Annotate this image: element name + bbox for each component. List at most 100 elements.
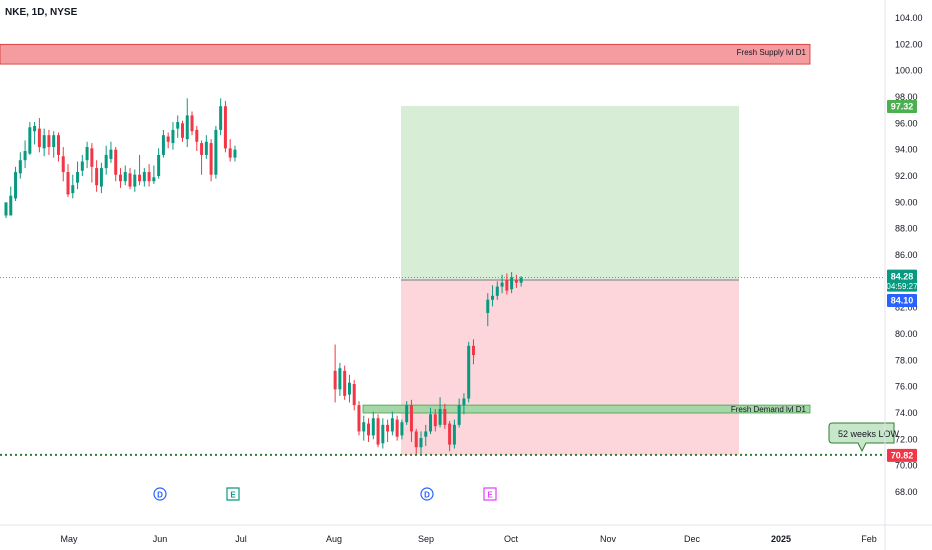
candle[interactable] bbox=[419, 431, 423, 454]
candle[interactable] bbox=[381, 418, 385, 449]
candle[interactable] bbox=[61, 147, 65, 182]
candle[interactable] bbox=[371, 411, 375, 440]
candle[interactable] bbox=[85, 141, 89, 169]
candle-body bbox=[33, 125, 37, 132]
candle[interactable] bbox=[333, 344, 337, 403]
supply-zone[interactable] bbox=[0, 43, 811, 65]
candle[interactable] bbox=[109, 141, 113, 163]
price-axis-tick: 80.00 bbox=[895, 329, 918, 339]
dividend-marker-icon[interactable]: D bbox=[153, 487, 167, 501]
candle[interactable] bbox=[347, 374, 351, 403]
candle[interactable] bbox=[452, 419, 456, 449]
candle[interactable] bbox=[142, 168, 146, 187]
candle[interactable] bbox=[209, 139, 213, 182]
candle[interactable] bbox=[33, 122, 37, 145]
candle[interactable] bbox=[386, 419, 390, 442]
candle[interactable] bbox=[4, 202, 8, 219]
profit-target-zone[interactable] bbox=[401, 105, 739, 281]
candle[interactable] bbox=[147, 164, 151, 187]
dividend-marker-icon[interactable]: D bbox=[420, 487, 434, 501]
candle[interactable] bbox=[133, 169, 137, 192]
low-52w-callout[interactable]: 52 weeks LOW bbox=[828, 422, 900, 453]
candle[interactable] bbox=[52, 131, 56, 158]
candle[interactable] bbox=[443, 403, 447, 429]
candle[interactable] bbox=[414, 428, 418, 454]
candle[interactable] bbox=[491, 285, 495, 307]
candle[interactable] bbox=[176, 115, 180, 138]
demand-zone[interactable] bbox=[362, 404, 811, 414]
candle[interactable] bbox=[123, 165, 127, 186]
candle[interactable] bbox=[37, 118, 41, 153]
candle[interactable] bbox=[118, 168, 122, 188]
candle[interactable] bbox=[233, 145, 237, 162]
candle[interactable] bbox=[405, 401, 409, 425]
candle[interactable] bbox=[180, 120, 184, 142]
candle[interactable] bbox=[185, 98, 189, 148]
candle[interactable] bbox=[18, 152, 22, 179]
candle[interactable] bbox=[400, 419, 404, 440]
candle[interactable] bbox=[352, 380, 356, 411]
candle[interactable] bbox=[505, 273, 509, 295]
candle[interactable] bbox=[66, 164, 70, 198]
candle[interactable] bbox=[95, 160, 99, 192]
candle[interactable] bbox=[510, 272, 514, 294]
candle[interactable] bbox=[228, 139, 232, 162]
candle[interactable] bbox=[9, 186, 13, 216]
candle[interactable] bbox=[190, 111, 194, 136]
candle[interactable] bbox=[409, 399, 413, 442]
stop-loss-zone[interactable] bbox=[401, 280, 739, 455]
candle[interactable] bbox=[114, 147, 118, 182]
candle[interactable] bbox=[429, 407, 433, 435]
candle[interactable] bbox=[343, 365, 347, 400]
candle[interactable] bbox=[457, 398, 461, 428]
candle[interactable] bbox=[128, 168, 132, 190]
candle[interactable] bbox=[200, 140, 204, 175]
candle[interactable] bbox=[500, 274, 504, 294]
candle[interactable] bbox=[157, 148, 161, 179]
candle[interactable] bbox=[395, 415, 399, 441]
candle[interactable] bbox=[433, 409, 437, 432]
candle[interactable] bbox=[448, 420, 452, 452]
candle[interactable] bbox=[438, 397, 442, 428]
candle[interactable] bbox=[99, 162, 103, 194]
candle[interactable] bbox=[486, 293, 490, 327]
earnings-marker-icon[interactable]: E bbox=[226, 487, 240, 501]
candle[interactable] bbox=[171, 122, 175, 150]
candle[interactable] bbox=[519, 276, 523, 287]
candle[interactable] bbox=[338, 362, 342, 396]
candle[interactable] bbox=[80, 154, 84, 176]
candle[interactable] bbox=[90, 143, 94, 183]
candle[interactable] bbox=[471, 339, 475, 365]
candle[interactable] bbox=[376, 414, 380, 448]
candle[interactable] bbox=[138, 154, 142, 186]
candle[interactable] bbox=[47, 129, 51, 155]
candle[interactable] bbox=[104, 145, 108, 175]
candle[interactable] bbox=[424, 424, 428, 446]
candle[interactable] bbox=[214, 125, 218, 179]
candle[interactable] bbox=[367, 418, 371, 442]
candle[interactable] bbox=[219, 98, 223, 136]
candle[interactable] bbox=[23, 140, 27, 169]
candle[interactable] bbox=[28, 122, 32, 155]
candle[interactable] bbox=[357, 401, 361, 436]
candle[interactable] bbox=[14, 166, 18, 202]
candle[interactable] bbox=[42, 128, 46, 157]
candle[interactable] bbox=[161, 129, 165, 158]
candle[interactable] bbox=[467, 341, 471, 403]
candle[interactable] bbox=[152, 165, 156, 184]
candle[interactable] bbox=[223, 100, 227, 153]
candle[interactable] bbox=[495, 281, 499, 300]
candle[interactable] bbox=[390, 411, 394, 436]
candle[interactable] bbox=[204, 135, 208, 159]
earnings-marker-icon[interactable]: E bbox=[483, 487, 497, 501]
candle[interactable] bbox=[71, 174, 75, 199]
candle[interactable] bbox=[76, 161, 80, 190]
candle[interactable] bbox=[56, 132, 60, 162]
candle[interactable] bbox=[166, 132, 170, 149]
candle[interactable] bbox=[195, 125, 199, 151]
candle[interactable] bbox=[462, 393, 466, 415]
candle[interactable] bbox=[514, 274, 518, 288]
candle[interactable] bbox=[362, 415, 366, 441]
price-axis-tick: 86.00 bbox=[895, 250, 918, 260]
